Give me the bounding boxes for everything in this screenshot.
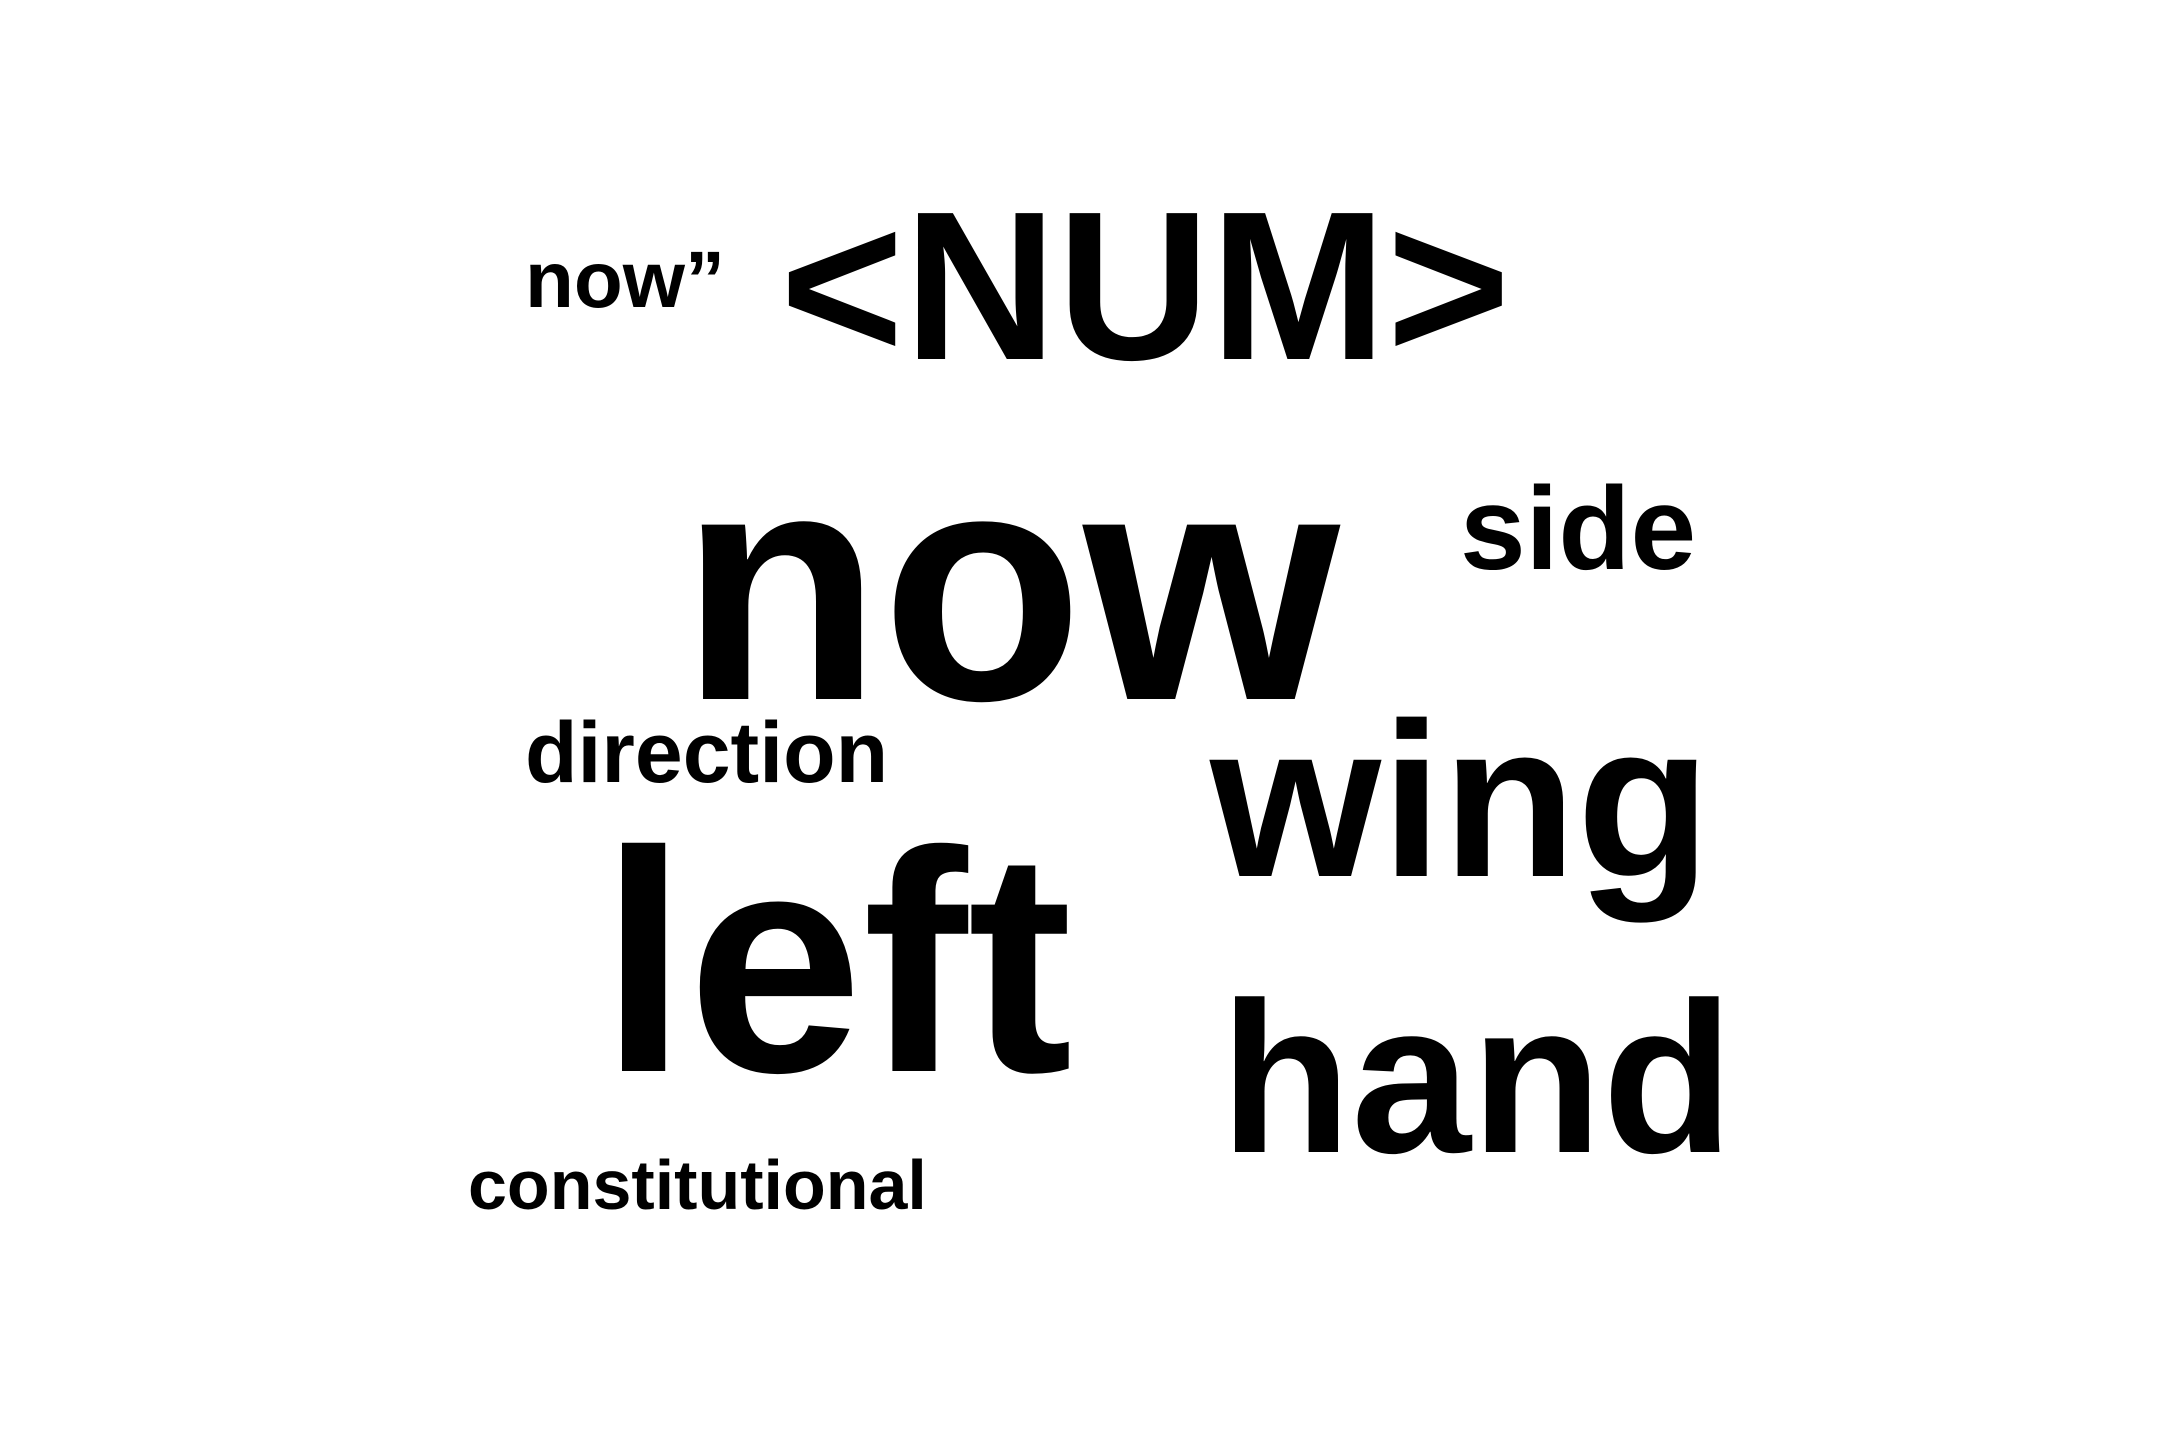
word-num: <NUM>	[780, 167, 1511, 404]
word-constitutional: constitutional	[468, 1146, 927, 1224]
word-wing: wing	[1210, 677, 1712, 923]
word-direction: direction	[525, 705, 889, 801]
word-now-quote: now”	[525, 235, 725, 324]
word-now: now	[680, 400, 1340, 769]
word-hand: hand	[1220, 957, 1734, 1198]
word-left: left	[600, 786, 1073, 1138]
word-side: side	[1460, 463, 1697, 595]
